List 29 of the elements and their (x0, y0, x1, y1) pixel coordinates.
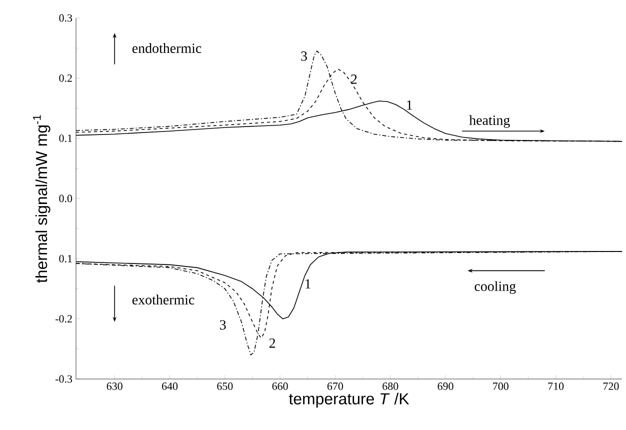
annotation: heating (469, 115, 510, 128)
series-label: 1 (306, 279, 310, 288)
y-tick-label: -0.3 (56, 375, 72, 383)
annotation: cooling (474, 281, 516, 294)
x-tick-label: 630 (106, 382, 122, 390)
x-tick-label: 660 (272, 382, 288, 390)
y-tick-label: 0.0 (59, 194, 72, 202)
series-label: 2 (269, 338, 276, 348)
y-tick-label: 0.3 (59, 14, 72, 22)
series-label: 3 (220, 320, 226, 330)
x-axis-title: temperature T /K (288, 392, 410, 408)
x-tick-label: 700 (493, 382, 508, 390)
y-tick-label: 0.1 (59, 134, 72, 142)
x-tick-label: 640 (162, 382, 178, 390)
y-tick-label: 0.1 (59, 254, 72, 262)
x-tick-label: 720 (603, 382, 619, 390)
annotation: exothermic (132, 294, 194, 304)
x-tick-label: 680 (382, 382, 398, 390)
x-tick-label: 710 (548, 382, 564, 390)
y-tick-label: 0.2 (59, 74, 72, 82)
x-tick-label: 650 (217, 382, 233, 390)
y-axis-title: thermal signal/mW mg$^{-1}$ (33, 115, 50, 283)
annotation: endothermic (132, 43, 202, 53)
series-label: 2 (351, 74, 357, 84)
series-label: 3 (301, 51, 307, 61)
x-tick-label: 690 (438, 382, 454, 390)
series-label: 1 (407, 100, 412, 110)
x-tick-label: 670 (327, 382, 344, 390)
y-tick-label: -0.2 (56, 315, 72, 323)
